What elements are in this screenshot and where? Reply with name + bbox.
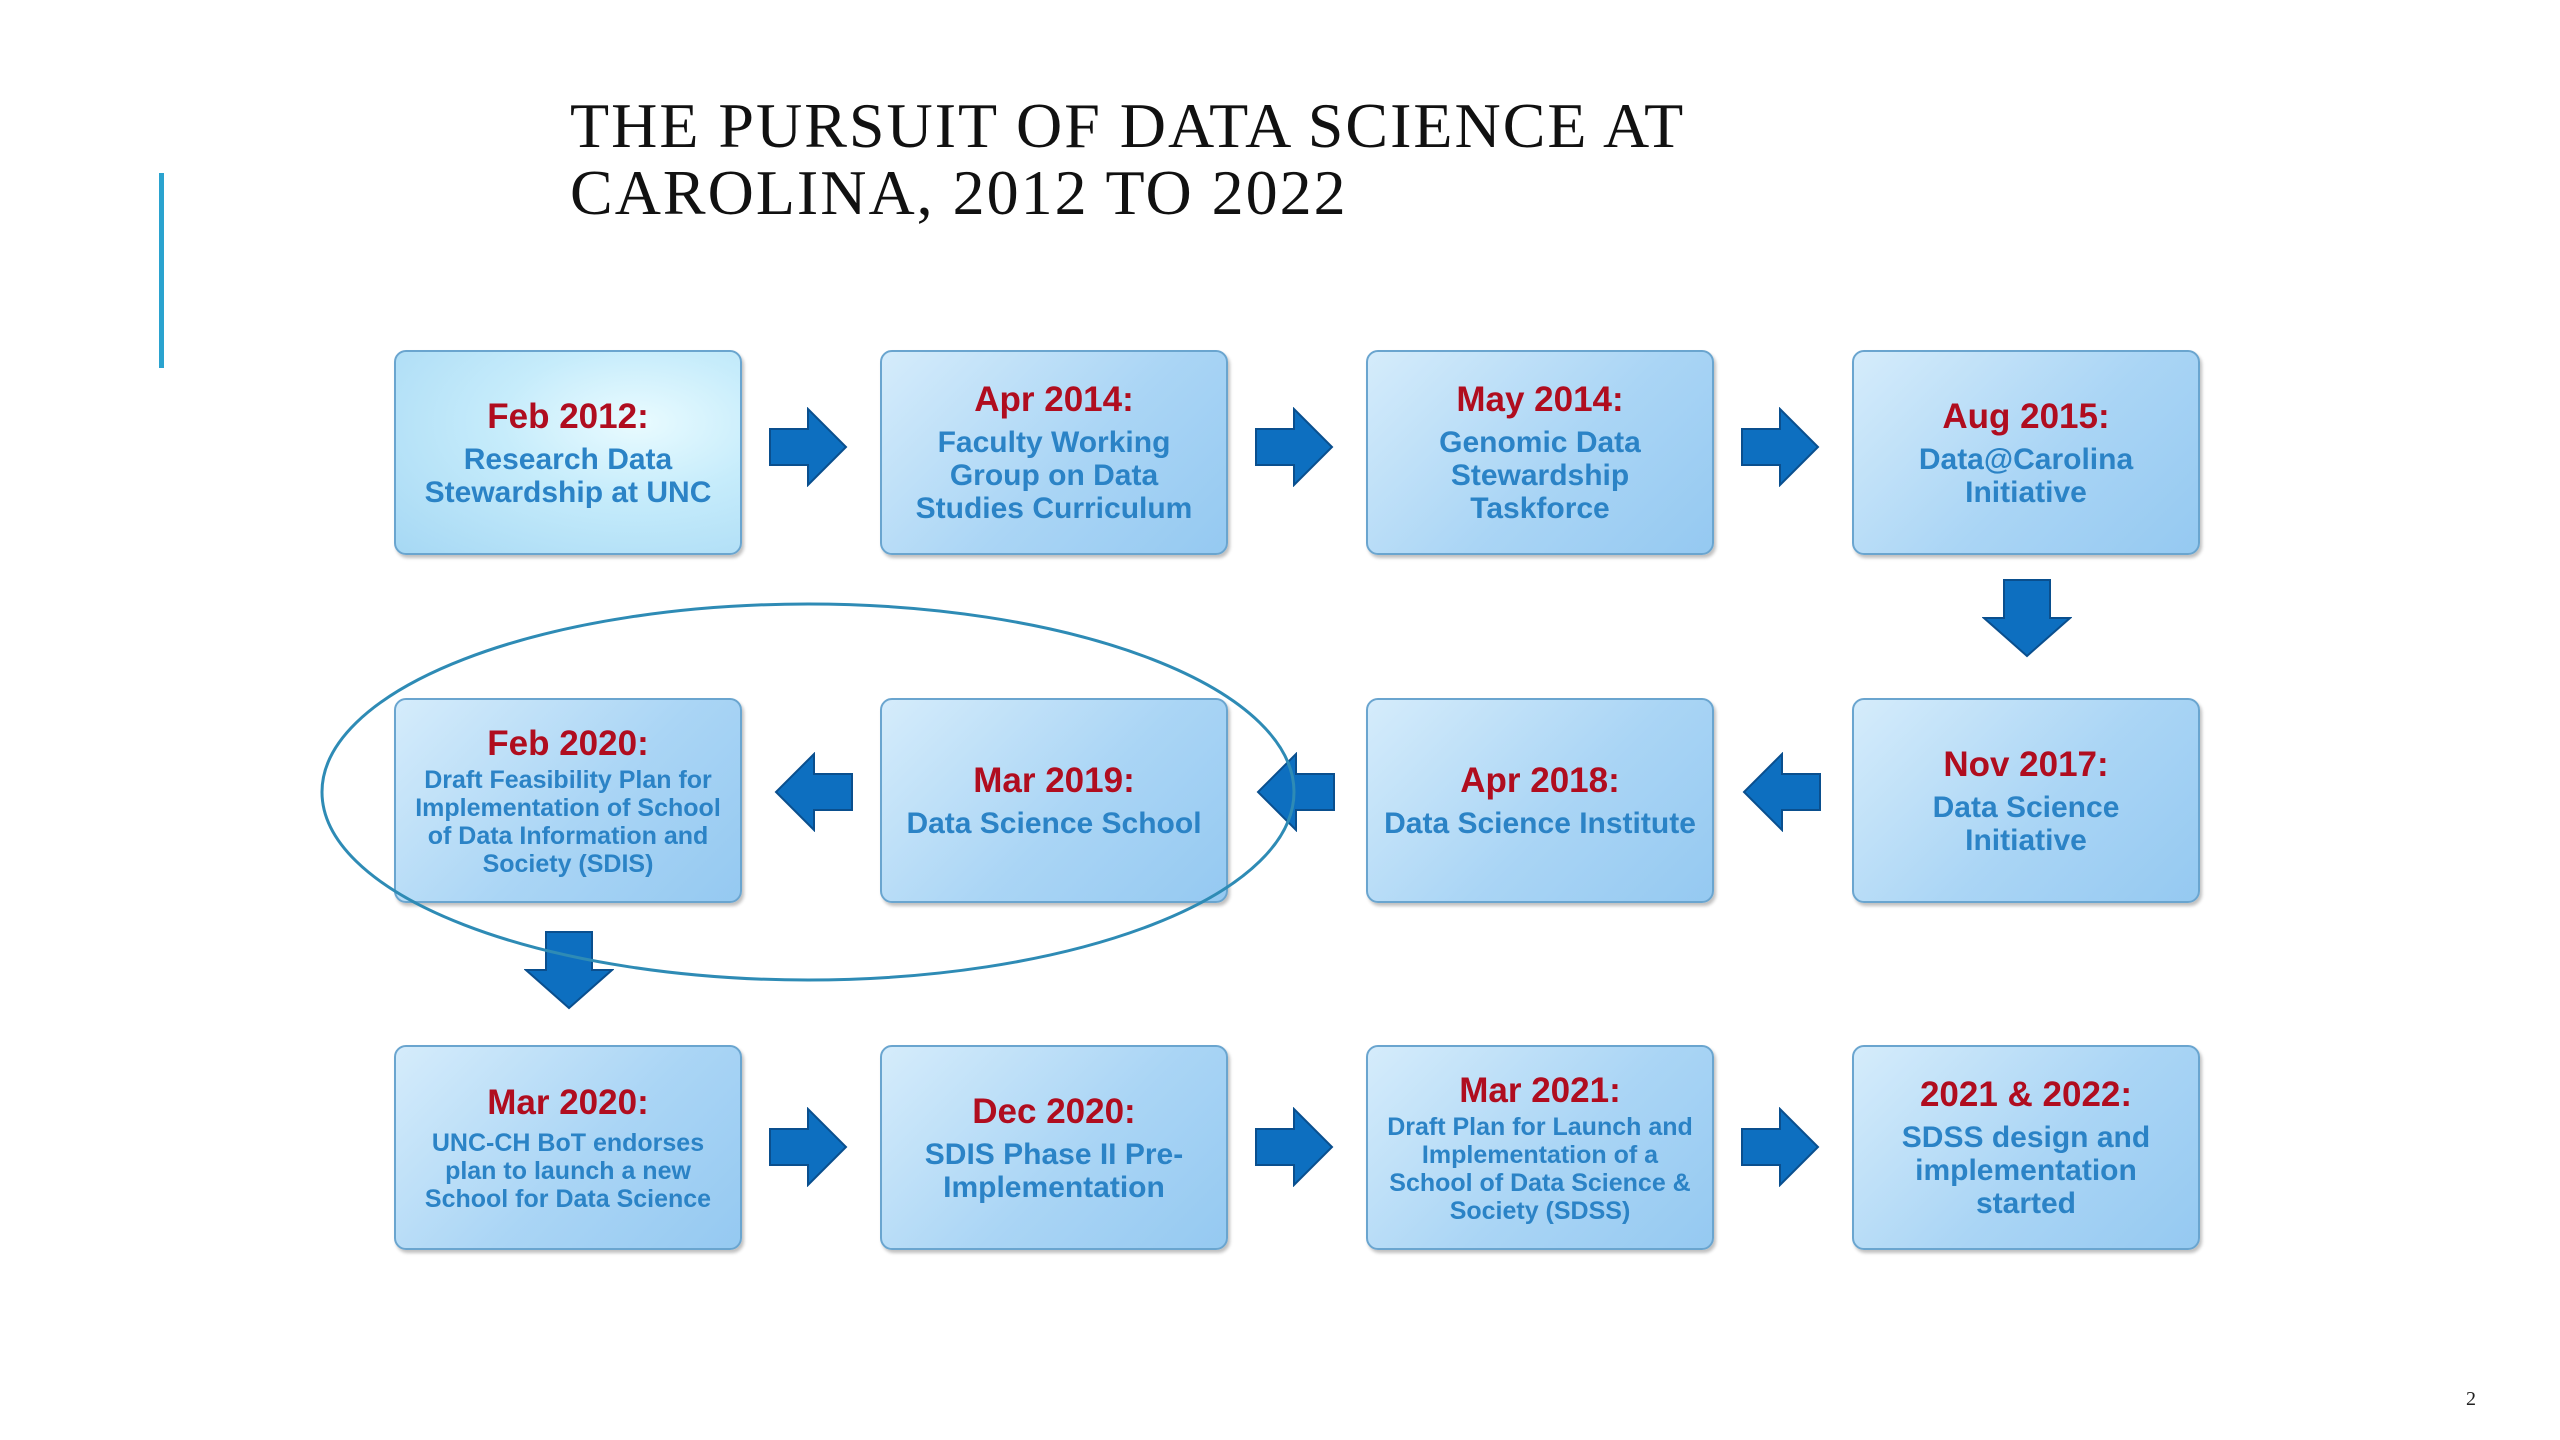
milestone-apr-2018: Apr 2018: Data Science Institute <box>1366 698 1714 903</box>
title-line-1: THE PURSUIT OF DATA SCIENCE AT <box>570 90 1686 161</box>
milestone-date: Nov 2017: <box>1943 744 2109 784</box>
milestone-description: SDIS Phase II Pre-Implementation <box>924 1137 1184 1204</box>
milestone-description: Faculty Working Group on Data Studies Cu… <box>915 426 1193 525</box>
arrow-down-icon <box>1982 578 2072 658</box>
milestone-description: Data Science Institute <box>1384 807 1696 840</box>
arrow-right-icon <box>1254 407 1334 487</box>
milestone-description: Data Science Initiative <box>1932 790 2120 857</box>
milestone-aug-2015: Aug 2015: Data@Carolina Initiative <box>1852 350 2200 555</box>
arrow-right-icon <box>1740 1107 1820 1187</box>
milestone-description: Genomic Data Stewardship Taskforce <box>1439 426 1641 525</box>
milestone-description: Draft Feasibility Plan for Implementatio… <box>415 765 721 878</box>
milestone-mar-2021: Mar 2021: Draft Plan for Launch and Impl… <box>1366 1045 1714 1250</box>
milestone-may-2014: May 2014: Genomic Data Stewardship Taskf… <box>1366 350 1714 555</box>
milestone-description: UNC-CH BoT endorses plan to launch a new… <box>424 1128 712 1213</box>
milestone-nov-2017: Nov 2017: Data Science Initiative <box>1852 698 2200 903</box>
milestone-date: Feb 2020: <box>487 723 649 763</box>
milestone-description: Data Science School <box>906 807 1202 840</box>
milestone-date: Apr 2018: <box>1460 761 1620 800</box>
milestone-mar-2019: Mar 2019: Data Science School <box>880 698 1228 903</box>
slide-number: 2 <box>2466 1388 2476 1410</box>
arrow-left-icon <box>774 752 854 832</box>
milestone-date: Apr 2014: <box>974 380 1134 419</box>
arrow-left-icon <box>1256 752 1336 832</box>
milestone-date: Mar 2019: <box>973 761 1135 800</box>
slide-title: THE PURSUIT OF DATA SCIENCE AT CAROLINA,… <box>570 92 2270 226</box>
arrow-right-icon <box>1254 1107 1334 1187</box>
milestone-date: May 2014: <box>1456 380 1624 419</box>
milestone-date: Feb 2012: <box>487 396 649 436</box>
milestone-date: 2021 & 2022: <box>1919 1075 2133 1114</box>
arrow-right-icon <box>768 407 848 487</box>
arrow-right-icon <box>768 1107 848 1187</box>
milestone-date: Mar 2021: <box>1459 1070 1621 1110</box>
milestone-date: Aug 2015: <box>1942 396 2110 436</box>
milestone-description: Research Data Stewardship at UNC <box>424 442 712 509</box>
milestone-mar-2020: Mar 2020: UNC-CH BoT endorses plan to la… <box>394 1045 742 1250</box>
accent-bar <box>159 173 164 368</box>
milestone-dec-2020: Dec 2020: SDIS Phase II Pre-Implementati… <box>880 1045 1228 1250</box>
milestone-date: Mar 2020: <box>487 1082 649 1122</box>
arrow-left-icon <box>1742 752 1822 832</box>
milestone-2021-2022: 2021 & 2022: SDSS design and implementat… <box>1852 1045 2200 1250</box>
milestone-description: Data@Carolina Initiative <box>1918 442 2134 509</box>
milestone-apr-2014: Apr 2014: Faculty Working Group on Data … <box>880 350 1228 555</box>
title-line-2: CAROLINA, 2012 TO 2022 <box>570 157 1348 228</box>
milestone-description: Draft Plan for Launch and Implementation… <box>1387 1112 1693 1225</box>
arrow-right-icon <box>1740 407 1820 487</box>
arrow-down-icon <box>524 930 614 1010</box>
milestone-description: SDSS design and implementation started <box>1901 1121 2151 1220</box>
milestone-date: Dec 2020: <box>972 1091 1136 1131</box>
milestone-feb-2020: Feb 2020: Draft Feasibility Plan for Imp… <box>394 698 742 903</box>
milestone-feb-2012: Feb 2012: Research Data Stewardship at U… <box>394 350 742 555</box>
